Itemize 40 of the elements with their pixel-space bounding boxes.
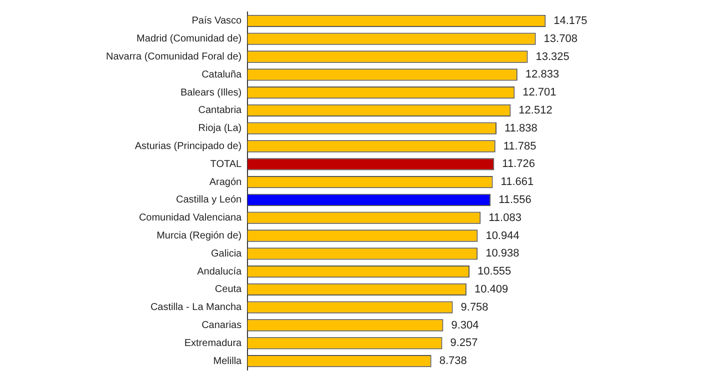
y-tick-label: Cataluña — [202, 69, 242, 80]
data-label: 12.833 — [525, 68, 560, 81]
data-label: 9.758 — [460, 301, 488, 314]
y-tick-label: Ceuta — [214, 284, 242, 296]
y-tick-label: Canarias — [202, 320, 242, 331]
data-label: 11.726 — [502, 158, 535, 170]
y-tick-label: Andalucía — [197, 266, 242, 278]
y-tick-label: Madrid (Comunidad de) — [136, 34, 242, 45]
y-tick-label: Balears (Illes) — [180, 87, 242, 98]
data-label: 9.304 — [451, 319, 479, 332]
y-tick-label: Extremadura — [184, 338, 242, 349]
data-label: 12.701 — [522, 86, 556, 99]
y-tick-label: Castilla y León — [176, 194, 242, 206]
data-label: 11.556 — [498, 194, 532, 206]
data-label: 10.555 — [478, 266, 512, 278]
data-label: 11.838 — [504, 122, 538, 134]
data-label: 10.938 — [486, 248, 520, 260]
data-label: 10.944 — [486, 230, 520, 242]
y-tick-label: Castilla - La Mancha — [150, 302, 242, 314]
y-tick-label: Rioja (La) — [198, 123, 242, 134]
data-label: 12.512 — [518, 104, 552, 116]
y-tick-label: Comunidad Valenciana — [138, 212, 242, 224]
data-label: 13.708 — [544, 32, 578, 45]
data-label: 9.257 — [450, 337, 478, 350]
data-label: 11.083 — [488, 212, 522, 224]
y-tick-label: Navarra (Comunidad Foral de) — [106, 52, 242, 62]
data-label: 10.409 — [474, 283, 508, 296]
y-tick-label: Murcia (Región de) — [156, 230, 242, 242]
data-label: 11.661 — [500, 176, 534, 188]
data-label: 13.325 — [536, 50, 570, 63]
y-tick-label: Melilla — [213, 356, 242, 367]
data-label: 14.175 — [554, 14, 588, 27]
data-label: 8.738 — [439, 355, 467, 368]
y-tick-label: País Vasco — [192, 16, 242, 27]
data-label: 11.785 — [503, 140, 536, 152]
y-tick-label: Galicia — [211, 248, 242, 260]
y-tick-label: Cantabria — [198, 105, 242, 116]
y-tick-label: TOTAL — [210, 158, 242, 170]
y-tick-label: Asturias (Principado de) — [134, 141, 242, 152]
y-tick-label: Aragón — [209, 176, 242, 188]
